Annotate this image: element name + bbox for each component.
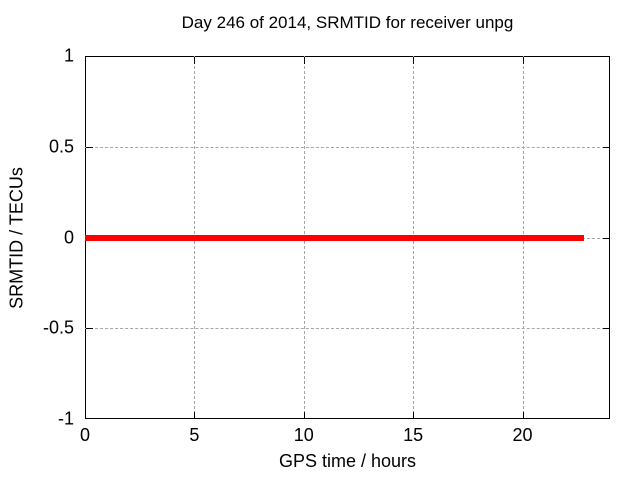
y-tick-label: 0 xyxy=(63,227,74,247)
y-tick-label: -0.5 xyxy=(42,317,74,338)
data-line-srmtid xyxy=(85,234,584,241)
y-tick-mark-right xyxy=(603,328,610,330)
x-tick-mark-top xyxy=(303,57,305,64)
x-tick-mark-bottom xyxy=(413,412,415,419)
y-tick-mark-left xyxy=(86,328,93,330)
x-tick-label: 20 xyxy=(512,425,533,445)
x-tick-mark-bottom xyxy=(303,412,305,419)
x-tick-mark-bottom xyxy=(522,412,524,419)
x-tick-mark-bottom xyxy=(194,412,196,419)
x-tick-label: 15 xyxy=(403,425,424,445)
x-tick-label: 0 xyxy=(79,425,90,445)
y-tick-label: 0.5 xyxy=(48,136,74,157)
y-tick-mark-right xyxy=(603,237,610,239)
y-tick-mark-right xyxy=(603,146,610,148)
x-tick-label: 10 xyxy=(293,425,314,445)
x-tick-label: 5 xyxy=(189,425,200,445)
x-axis-label: GPS time / hours xyxy=(278,451,417,471)
grid-line-horizontal xyxy=(85,146,610,148)
x-tick-mark-top xyxy=(194,57,196,64)
y-tick-label: -1 xyxy=(57,408,74,429)
x-tick-mark-top xyxy=(413,57,415,64)
y-tick-label: 1 xyxy=(63,45,74,66)
grid-line-horizontal xyxy=(85,328,610,330)
chart-title: Day 246 of 2014, SRMTID for receiver unp… xyxy=(181,13,514,32)
x-tick-mark-top xyxy=(522,57,524,64)
y-tick-mark-left xyxy=(86,146,93,148)
